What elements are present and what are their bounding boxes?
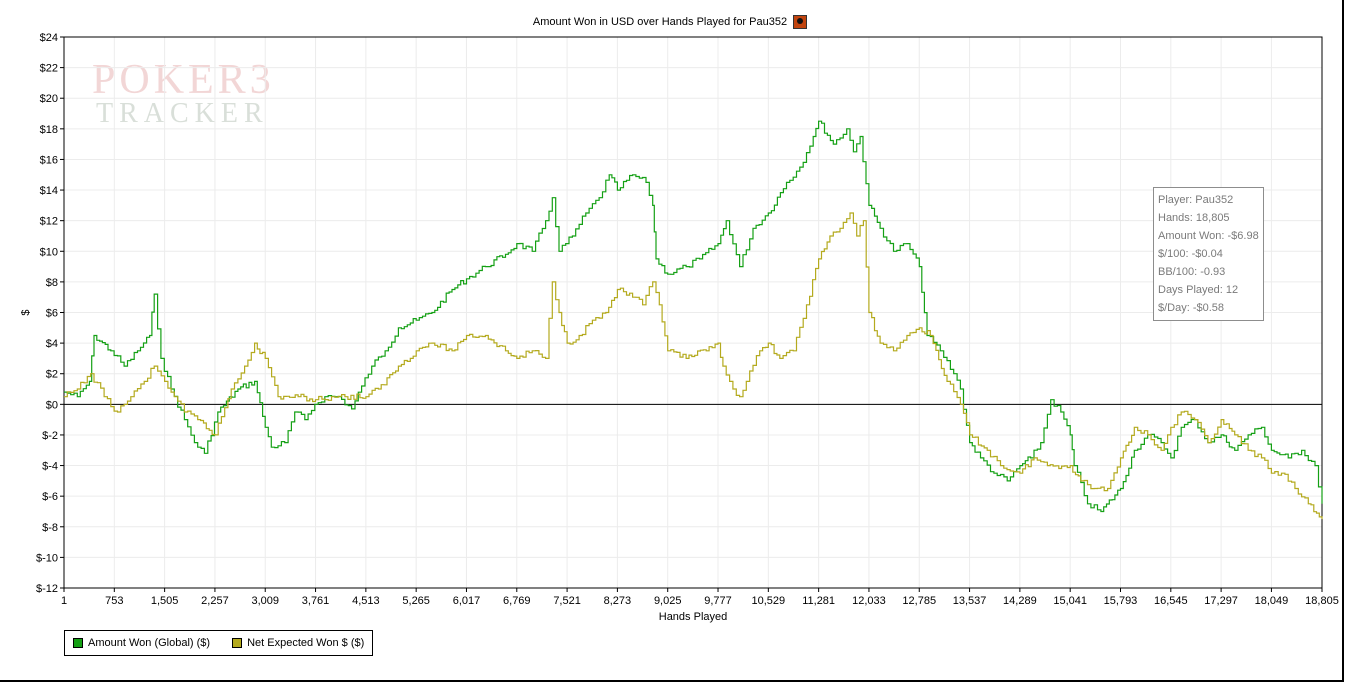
x-tick-label: 2,257 — [201, 595, 229, 607]
tooltip-per-100: $/100: -$0.04 — [1158, 248, 1223, 260]
y-tick-label: $24 — [40, 32, 58, 44]
x-tick-label: 6,769 — [503, 595, 531, 607]
y-tick-label: $10 — [40, 246, 58, 258]
x-tick-label: 1 — [61, 595, 67, 607]
y-tick-label: $-8 — [42, 522, 58, 534]
x-tick-label: 12,785 — [902, 595, 936, 607]
legend-swatch-amount-won — [73, 638, 83, 648]
legend-item-net-expected[interactable]: Net Expected Won $ ($) — [232, 637, 364, 649]
x-tick-label: 12,033 — [852, 595, 886, 607]
y-tick-label: $20 — [40, 93, 58, 105]
x-tick-label: 4,513 — [352, 595, 380, 607]
x-axis-label: Hands Played — [659, 611, 728, 623]
y-tick-label: $-10 — [36, 552, 58, 564]
x-tick-label: 18,805 — [1305, 595, 1339, 607]
legend-item-amount-won[interactable]: Amount Won (Global) ($) — [73, 637, 210, 649]
y-tick-label: $16 — [40, 154, 58, 166]
x-tick-label: 15,041 — [1053, 595, 1087, 607]
x-tick-label: 13,537 — [953, 595, 987, 607]
x-tick-label: 3,761 — [302, 595, 330, 607]
tooltip-player: Player: Pau352 — [1158, 194, 1234, 206]
legend-label-net-expected: Net Expected Won $ ($) — [247, 637, 365, 649]
export-icon[interactable] — [793, 15, 808, 29]
tooltip-per-day: $/Day: -$0.58 — [1158, 302, 1225, 314]
y-tick-label: $22 — [40, 63, 58, 75]
x-tick-label: 9,777 — [704, 595, 732, 607]
chart-title-row: Amount Won in USD over Hands Played for … — [0, 13, 1340, 31]
y-tick-label: $4 — [46, 338, 58, 350]
x-tick-label: 11,281 — [802, 595, 835, 607]
y-axis-label: $ — [20, 309, 32, 315]
chart-title: Amount Won in USD over Hands Played for … — [532, 16, 788, 28]
player-tooltip: Player: Pau352 Hands: 18,805 Amount Won:… — [1153, 187, 1264, 321]
tooltip-days-played: Days Played: 12 — [1158, 284, 1239, 296]
y-tick-label: $0 — [46, 399, 58, 411]
y-tick-label: $-2 — [42, 430, 58, 442]
y-tick-label: $2 — [46, 369, 58, 381]
y-tick-label: $6 — [46, 308, 58, 320]
y-tick-label: $12 — [40, 216, 58, 228]
x-tick-label: 17,297 — [1204, 595, 1238, 607]
x-tick-label: 1,505 — [151, 595, 179, 607]
x-tick-label: 6,017 — [453, 595, 481, 607]
series-line-amount-won — [64, 120, 1323, 513]
x-tick-label: 8,273 — [604, 595, 632, 607]
x-tick-label: 18,049 — [1255, 595, 1289, 607]
tooltip-amount-won: Amount Won: -$6.98 — [1158, 230, 1259, 242]
x-tick-label: 3,009 — [251, 595, 279, 607]
tooltip-hands: Hands: 18,805 — [1158, 212, 1230, 224]
y-tick-label: $14 — [40, 185, 58, 197]
legend-swatch-net-expected — [232, 638, 243, 648]
legend-label-amount-won: Amount Won (Global) ($) — [88, 637, 211, 649]
y-tick-label: $18 — [40, 124, 58, 136]
y-tick-label: $-6 — [42, 491, 58, 503]
watermark-logo-top: POKER3 — [92, 57, 275, 103]
x-tick-label: 7,521 — [553, 595, 581, 607]
chart-legend: Amount Won (Global) ($) Net Expected Won… — [64, 630, 374, 656]
tooltip-bb-100: BB/100: -0.93 — [1158, 266, 1226, 278]
y-tick-label: $8 — [46, 277, 58, 289]
y-tick-label: $-4 — [42, 461, 58, 473]
x-tick-label: 16,545 — [1154, 595, 1188, 607]
x-tick-label: 9,025 — [654, 595, 682, 607]
y-tick-label: $-12 — [36, 583, 58, 595]
x-tick-label: 14,289 — [1003, 595, 1037, 607]
x-tick-label: 753 — [105, 595, 123, 607]
x-tick-label: 15,793 — [1104, 595, 1138, 607]
watermark-logo-bottom: TRACKER — [96, 98, 269, 129]
x-tick-label: 10,529 — [752, 595, 786, 607]
series-line-net-expected-won — [64, 212, 1323, 520]
x-tick-label: 5,265 — [402, 595, 430, 607]
